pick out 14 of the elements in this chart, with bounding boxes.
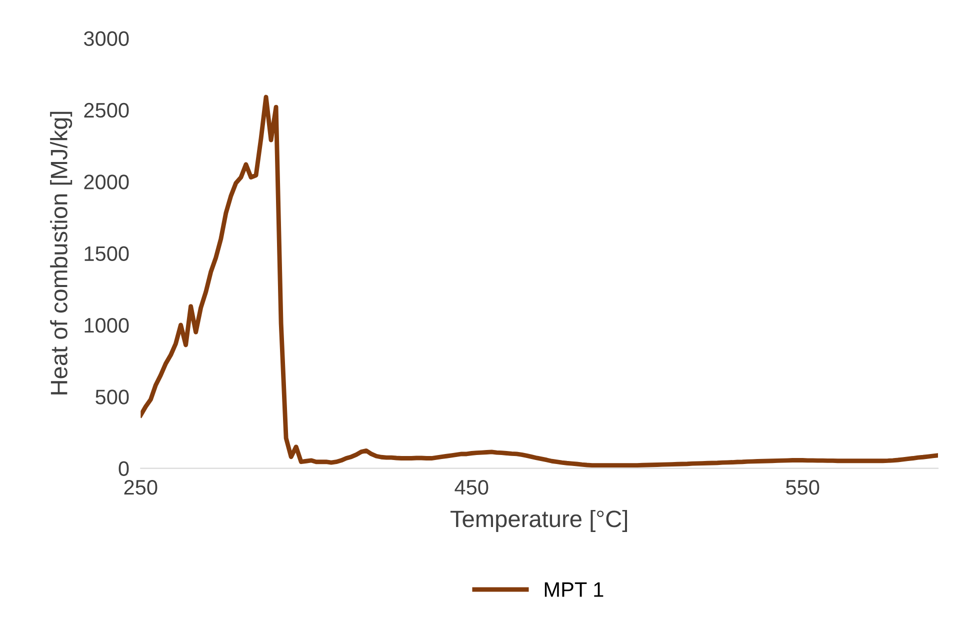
x-axis-title: Temperature [°C] xyxy=(450,510,627,532)
legend-label: MPT 1 xyxy=(544,582,604,597)
y-tick-label: 3000 xyxy=(84,31,129,46)
y-tick-label: 1000 xyxy=(84,318,129,333)
x-tick-label: 450 xyxy=(454,480,488,495)
y-tick-label: 2000 xyxy=(84,174,129,190)
y-axis-title: Heat of combustion [MJ/kg] xyxy=(50,112,72,394)
y-tick-label: 2500 xyxy=(84,102,129,118)
y-tick-label: 1500 xyxy=(84,246,129,262)
x-tick-label: 550 xyxy=(786,480,820,495)
y-tick-label: 0 xyxy=(118,461,129,476)
line-series xyxy=(140,94,938,468)
x-tick-label: 250 xyxy=(124,480,158,495)
y-tick-label: 500 xyxy=(96,390,129,404)
